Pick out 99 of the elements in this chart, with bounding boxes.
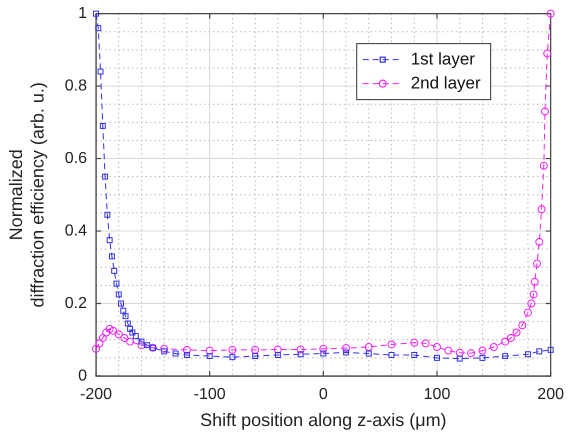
point — [129, 330, 136, 336]
x-tick-label: -200 — [80, 386, 112, 404]
point — [106, 237, 113, 244]
point — [228, 346, 236, 354]
point — [184, 352, 190, 358]
point — [538, 205, 546, 214]
point — [172, 350, 179, 357]
point — [546, 10, 555, 18]
point — [535, 238, 544, 246]
y-tick-label: 1 — [78, 5, 88, 22]
point — [388, 352, 394, 358]
y-tick-label: 0.2 — [64, 294, 88, 312]
point — [102, 328, 110, 337]
x-tick-label: 0 — [318, 386, 328, 404]
x-tick-label: -100 — [194, 386, 226, 404]
point — [100, 122, 106, 129]
point — [502, 353, 508, 360]
point — [137, 341, 146, 350]
point — [251, 346, 260, 354]
point — [540, 107, 549, 116]
point — [548, 346, 554, 353]
point — [467, 349, 476, 358]
point — [206, 353, 213, 360]
point — [296, 346, 305, 354]
point — [274, 346, 282, 354]
point — [456, 356, 463, 362]
x-axis-title: Shift position along z-axis (μm) — [200, 410, 447, 430]
point — [342, 344, 350, 352]
point — [127, 326, 134, 332]
point — [106, 324, 114, 333]
point — [126, 338, 134, 346]
y-tick-label: 0.6 — [64, 150, 88, 167]
point — [111, 268, 118, 274]
point — [113, 280, 120, 287]
point — [108, 253, 115, 260]
point — [98, 334, 107, 342]
y-tick-label: 0.4 — [64, 222, 88, 240]
y-tick-label: 0.8 — [64, 77, 88, 94]
point — [144, 342, 150, 348]
point — [478, 346, 486, 355]
point — [543, 49, 552, 58]
x-tick-label: 200 — [537, 386, 564, 404]
point — [122, 313, 129, 320]
y-axis-title: Normalized diffraction efficiency (arb. u.) — [6, 82, 48, 308]
point — [434, 354, 440, 361]
point — [229, 354, 236, 360]
point — [138, 338, 144, 345]
point — [530, 290, 538, 298]
point — [124, 320, 131, 326]
legend-label: 1st layer — [410, 49, 476, 68]
point — [388, 340, 396, 348]
point — [524, 308, 532, 317]
point — [518, 321, 526, 330]
point — [530, 278, 539, 286]
point — [298, 351, 304, 358]
point — [456, 348, 464, 357]
point — [410, 338, 418, 347]
point — [490, 343, 498, 352]
point — [320, 350, 326, 357]
point — [274, 352, 281, 358]
point — [206, 346, 214, 355]
point — [366, 350, 372, 357]
point — [109, 326, 118, 335]
point — [114, 330, 123, 338]
point — [524, 351, 531, 358]
point — [182, 346, 191, 354]
legend-label: 2nd layer — [410, 73, 481, 92]
point — [364, 343, 373, 352]
point — [252, 353, 258, 360]
point — [536, 348, 542, 354]
point — [120, 334, 128, 342]
point — [411, 352, 418, 358]
x-tick-label: 100 — [424, 386, 450, 404]
point — [116, 291, 122, 298]
point — [104, 212, 110, 218]
point — [95, 25, 102, 32]
point — [501, 338, 510, 346]
point — [161, 348, 168, 354]
point — [533, 260, 542, 268]
point — [432, 343, 441, 352]
point — [118, 300, 124, 306]
point — [319, 344, 328, 353]
point — [343, 349, 350, 356]
point — [160, 344, 168, 353]
point — [95, 339, 104, 348]
point — [92, 344, 100, 353]
point — [102, 174, 108, 180]
point — [444, 346, 452, 355]
point — [120, 308, 126, 314]
point — [479, 354, 486, 361]
y-tick-label: 0 — [78, 367, 88, 384]
point — [540, 162, 548, 170]
point — [422, 339, 430, 348]
point — [512, 328, 521, 337]
point — [98, 68, 104, 75]
point — [506, 334, 515, 342]
point — [93, 10, 99, 17]
point — [527, 300, 536, 308]
point — [132, 333, 139, 340]
